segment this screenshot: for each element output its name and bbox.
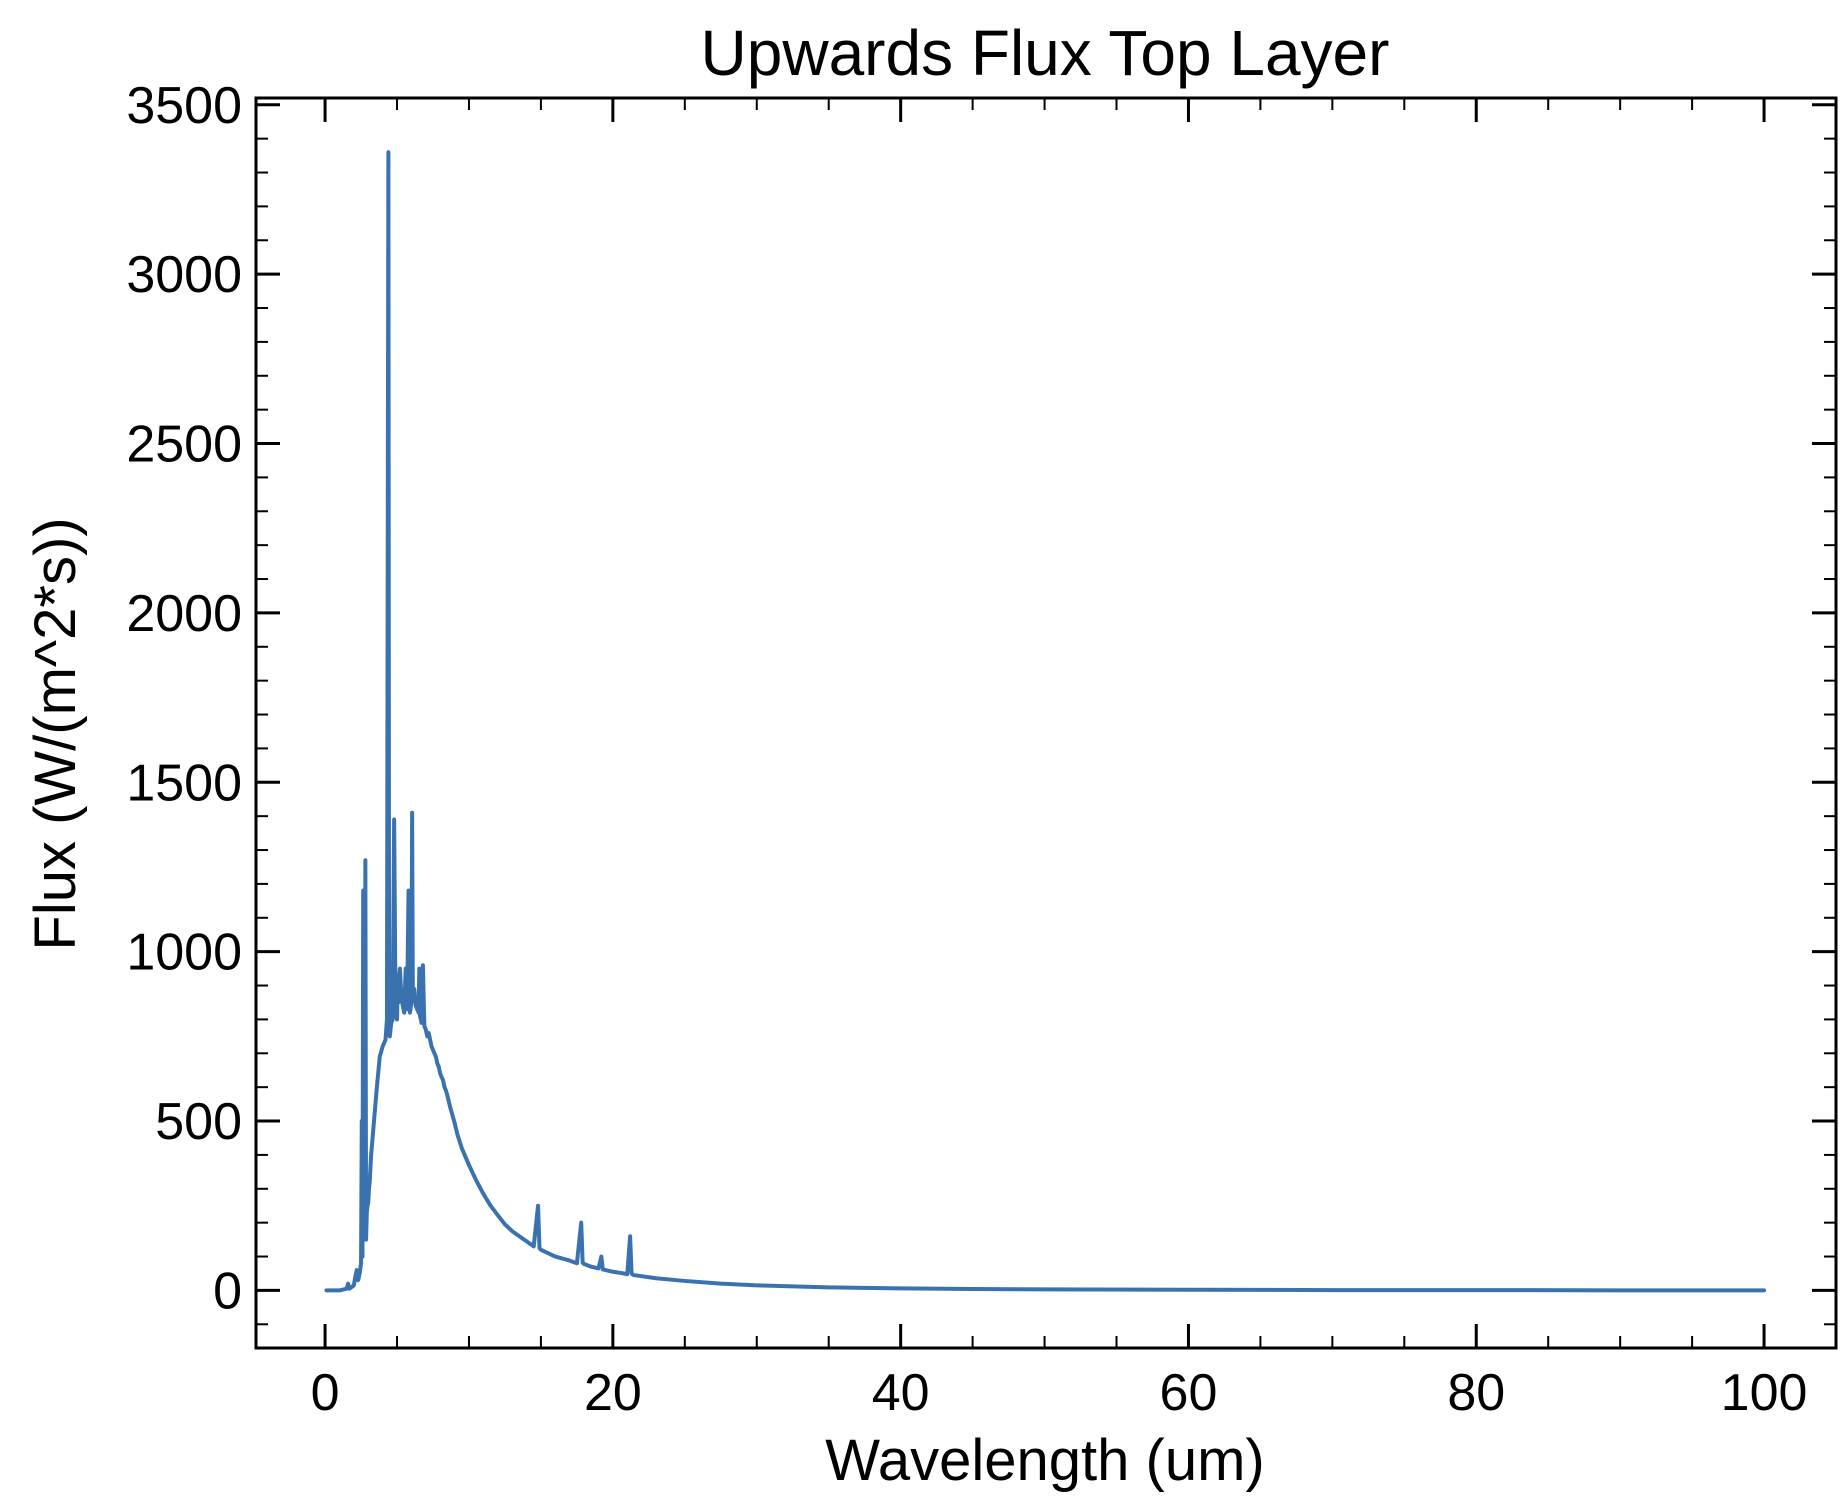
x-tick-label: 20 xyxy=(584,1364,642,1422)
y-tick-label: 3500 xyxy=(126,77,242,135)
plot-frame xyxy=(254,96,1838,1350)
x-tick-label: 60 xyxy=(1160,1364,1218,1422)
minor-ticks xyxy=(256,98,1837,1348)
y-tick-label: 3000 xyxy=(126,246,242,304)
y-tick-label: 1000 xyxy=(126,924,242,982)
y-tick-label: 0 xyxy=(213,1262,242,1320)
y-tick-label: 1500 xyxy=(126,754,242,812)
chart-title: Upwards Flux Top Layer xyxy=(701,17,1390,89)
x-tick-labels: 0 20 40 60 80 100 xyxy=(311,1364,1808,1422)
x-tick-label: 40 xyxy=(872,1364,930,1422)
y-tick-label: 2000 xyxy=(126,585,242,643)
series-line-upwards-flux xyxy=(324,150,1767,1293)
x-tick-label: 0 xyxy=(311,1364,340,1422)
series-layer xyxy=(324,150,1767,1293)
y-tick-labels: 0 500 1000 1500 2000 2500 3000 3500 xyxy=(126,77,242,1321)
major-ticks xyxy=(256,98,1836,1348)
x-tick-label: 100 xyxy=(1721,1364,1808,1422)
y-tick-label: 500 xyxy=(155,1093,242,1151)
x-axis-label: Wavelength (um) xyxy=(825,1428,1264,1493)
x-tick-label: 80 xyxy=(1447,1364,1505,1422)
y-tick-label: 2500 xyxy=(126,416,242,474)
y-axis-label: Flux (W/(m^2*s)) xyxy=(23,517,88,950)
